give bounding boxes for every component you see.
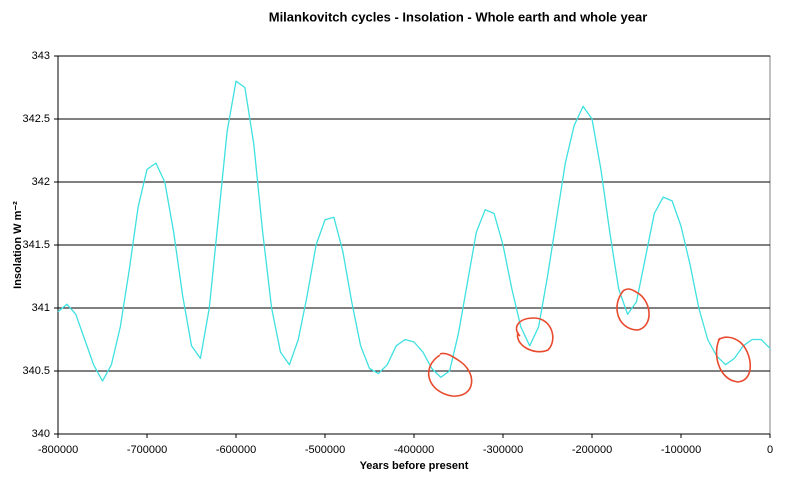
y-tick-label: 340: [32, 428, 50, 440]
red-circle: [616, 288, 650, 331]
y-tick-label: 341: [32, 302, 50, 314]
y-tick-label: 342: [32, 176, 50, 188]
red-circle: [515, 317, 554, 353]
x-tick-label: -500000: [305, 444, 345, 456]
x-tick-label: -600000: [216, 444, 256, 456]
y-tick-label: 341.5: [22, 239, 50, 251]
x-tick-label: -700000: [127, 444, 167, 456]
x-tick-label: -300000: [483, 444, 523, 456]
x-tick-label: 0: [767, 444, 773, 456]
y-tick-label: 340.5: [22, 365, 50, 377]
y-tick-label: 342.5: [22, 113, 50, 125]
x-tick-label: -100000: [661, 444, 701, 456]
x-tick-label: -800000: [38, 444, 78, 456]
data-line: [57, 80, 771, 382]
y-tick-label: 343: [32, 50, 50, 62]
x-tick-label: -200000: [572, 444, 612, 456]
y-axis-title: Insolation W m⁻²: [12, 201, 24, 289]
x-axis-title: Years before present: [360, 460, 469, 472]
plot-area: 340 340.5 341 341.5 342 342.5 343 -800000 -70000…: [22, 50, 773, 456]
chart-title: Milankovitch cycles - Insolation - Whole…: [269, 9, 648, 24]
red-circle: [715, 336, 752, 383]
x-tick-label: -400000: [394, 444, 434, 456]
annotations: [428, 288, 752, 397]
red-circle: [428, 352, 473, 397]
